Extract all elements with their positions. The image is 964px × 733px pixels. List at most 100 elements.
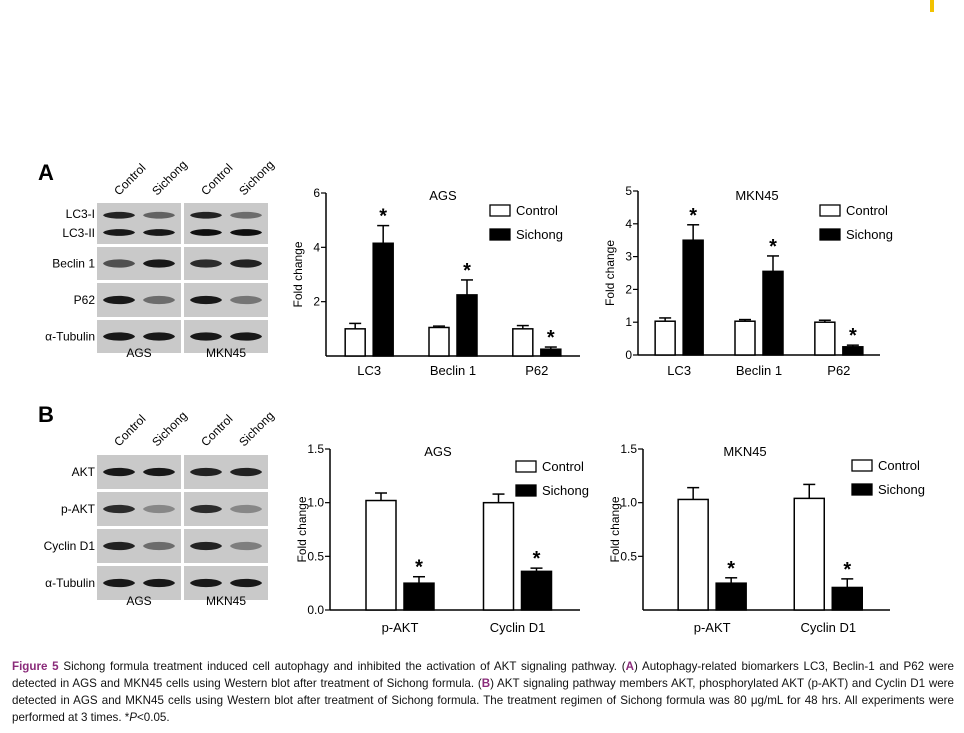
blot-lane-label: Control (198, 161, 235, 198)
category-label: P62 (827, 363, 850, 378)
y-tick-label: 1.0 (620, 496, 637, 510)
protein-band (143, 467, 175, 477)
corner-accent-mark (930, 0, 934, 12)
protein-band (190, 467, 222, 477)
protein-band (143, 578, 175, 588)
y-tick-label: 5 (625, 184, 632, 198)
bar-control-lc3 (654, 320, 676, 356)
protein-band (143, 259, 175, 268)
legend-label: Control (516, 203, 558, 218)
protein-band (143, 504, 175, 514)
protein-band (103, 332, 135, 341)
significance-star: * (727, 558, 735, 580)
bar-control-cyclin-d1 (793, 497, 825, 611)
blot-row-label: P62 (74, 293, 96, 307)
category-label: LC3 (357, 363, 381, 378)
legend-swatch (851, 483, 873, 496)
chart-title: MKN45 (735, 188, 778, 203)
blot-row-label: p-AKT (61, 502, 96, 516)
bar-chart-4: 0.5 1.0 1.5 Fold change MKN45 * p-AKT * Cyclin D… (608, 442, 925, 635)
caption-text-2: ) Autophagy-related biomarkers LC3, Becl… (12, 660, 954, 690)
protein-band (143, 332, 175, 341)
significance-star: * (379, 206, 387, 228)
blot-lane-label: Control (198, 412, 235, 449)
bar-chart-2: 0 1 2 3 4 5 Fold change MKN45 * LC3 * Beclin 1 * P62 C… (603, 184, 893, 378)
protein-band (190, 229, 222, 236)
protein-band (103, 578, 135, 588)
protein-band (103, 259, 135, 268)
protein-band (190, 504, 222, 514)
blot-row-label: Cyclin D1 (44, 539, 96, 553)
y-tick-label: 6 (313, 186, 320, 200)
blot-lane-label: Sichong (236, 409, 277, 450)
protein-band (103, 467, 135, 477)
caption-text-1: Sichong formula treatment induced cell a… (58, 660, 626, 673)
legend-swatch (515, 460, 537, 473)
y-tick-label: 0 (625, 348, 632, 362)
cell-line-label: AGS (126, 594, 151, 608)
caption-text-3: ) AKT signaling pathway members AKT, pho… (12, 677, 954, 724)
legend-label: Sichong (516, 227, 563, 242)
cell-line-label: MKN45 (206, 594, 246, 608)
bar-sichong-lc3 (372, 242, 394, 357)
significance-star: * (533, 548, 541, 570)
protein-band (103, 504, 135, 514)
y-axis-label: Fold change (291, 241, 305, 307)
category-label: p-AKT (694, 620, 731, 635)
protein-band (190, 211, 222, 219)
y-tick-label: 1.5 (307, 442, 324, 456)
protein-band (190, 332, 222, 341)
figure-caption: Figure 5 Sichong formula treatment induc… (12, 658, 954, 726)
protein-band (230, 467, 262, 477)
bar-control-p62 (512, 328, 534, 357)
blot-row-label: α-Tubulin (45, 576, 95, 590)
protein-band (103, 211, 135, 219)
caption-label: Figure 5 (12, 660, 59, 673)
y-axis-label: Fold change (295, 496, 309, 562)
blot-row-label: α-Tubulin (45, 330, 95, 344)
bar-control-cyclin-d1 (482, 501, 515, 611)
category-label: Beclin 1 (430, 363, 476, 378)
caption-p-symbol: P (129, 711, 138, 724)
bar-sichong-cyclin-d1 (831, 586, 863, 611)
bar-control-p62 (814, 321, 836, 356)
protein-band (143, 229, 175, 236)
legend-label: Sichong (542, 483, 589, 498)
chart-title: AGS (429, 188, 457, 203)
bar-sichong-p62 (540, 348, 562, 357)
y-tick-label: 4 (313, 240, 320, 254)
legend-label: Control (878, 458, 920, 473)
protein-band (143, 541, 175, 551)
bar-control-beclin-1 (428, 326, 450, 357)
bar-sichong-lc3 (682, 239, 704, 356)
bar-sichong-p-akt (403, 582, 435, 611)
legend-label: Control (542, 459, 584, 474)
protein-band (190, 578, 222, 588)
y-tick-label: 1.5 (620, 442, 637, 456)
blot-lane-label: Control (111, 161, 148, 198)
category-label: p-AKT (382, 620, 419, 635)
y-tick-label: 2 (313, 295, 320, 309)
y-tick-label: 1 (625, 315, 632, 329)
protein-band (230, 541, 262, 551)
category-label: Cyclin D1 (490, 620, 546, 635)
blot-row-label: LC3-I (66, 207, 95, 221)
protein-band (230, 504, 262, 514)
legend-swatch (819, 204, 841, 217)
bar-control-p-akt (677, 498, 709, 611)
significance-star: * (849, 325, 857, 347)
bar-sichong-p62 (842, 346, 864, 356)
y-tick-label: 4 (625, 217, 632, 231)
protein-band (190, 259, 222, 268)
bar-chart-1: 2 4 6 Fold change AGS * LC3 * Beclin 1 * P62 Contro… (291, 186, 580, 378)
protein-band (143, 211, 175, 219)
significance-star: * (547, 327, 555, 349)
bar-control-lc3 (344, 328, 366, 357)
blot-membrane (97, 203, 181, 244)
blot-lane-label: Control (111, 412, 148, 449)
cell-line-label: MKN45 (206, 346, 246, 360)
y-tick-label: 2 (625, 282, 632, 296)
protein-band (103, 541, 135, 551)
